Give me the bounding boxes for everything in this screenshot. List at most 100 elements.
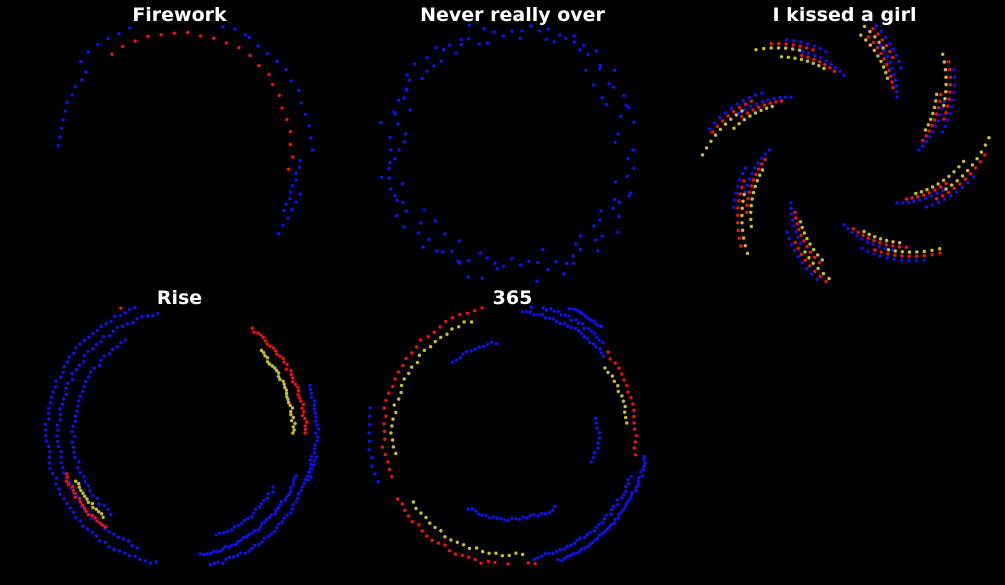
rise-point bbox=[64, 386, 68, 391]
365-point bbox=[410, 519, 415, 524]
365-point bbox=[532, 557, 536, 561]
never-really-over-point bbox=[495, 267, 499, 271]
i-kissed-a-girl-point bbox=[792, 224, 796, 228]
never-really-over-point bbox=[612, 197, 617, 202]
i-kissed-a-girl-point bbox=[815, 277, 819, 282]
i-kissed-a-girl-point bbox=[799, 252, 804, 257]
365-point bbox=[574, 318, 578, 322]
365-point bbox=[559, 313, 563, 317]
i-kissed-a-girl-point bbox=[948, 112, 952, 116]
365-point bbox=[609, 523, 613, 527]
rise-point bbox=[290, 406, 295, 410]
never-really-over-point bbox=[537, 29, 541, 33]
365-point bbox=[613, 361, 617, 365]
rise-point bbox=[78, 394, 83, 398]
365-point bbox=[406, 514, 411, 518]
firework-point bbox=[110, 52, 114, 56]
i-kissed-a-girl-point bbox=[770, 104, 774, 109]
i-kissed-a-girl-point bbox=[942, 117, 946, 121]
never-really-over-point bbox=[493, 261, 497, 265]
never-really-over-point bbox=[425, 56, 429, 60]
rise-point bbox=[273, 512, 277, 516]
rise-point bbox=[126, 539, 131, 543]
i-kissed-a-girl-point bbox=[799, 40, 803, 44]
365-point bbox=[536, 313, 540, 317]
rise-point bbox=[276, 506, 281, 510]
365-point bbox=[544, 308, 549, 312]
i-kissed-a-girl-point bbox=[851, 227, 856, 231]
rise-point bbox=[279, 500, 284, 504]
365-point bbox=[436, 541, 441, 545]
i-kissed-a-girl-point bbox=[710, 130, 715, 134]
rise-point bbox=[232, 525, 237, 529]
rise-point bbox=[253, 543, 257, 548]
never-really-over-point bbox=[616, 132, 620, 136]
365-point bbox=[594, 525, 598, 530]
i-kissed-a-girl-point bbox=[936, 119, 941, 123]
firework-point bbox=[281, 223, 285, 228]
firework-point bbox=[287, 167, 291, 171]
i-kissed-a-girl-point bbox=[941, 178, 946, 182]
i-kissed-a-girl-point bbox=[735, 213, 740, 217]
never-really-over-point bbox=[510, 256, 514, 261]
365-point bbox=[469, 320, 474, 324]
i-kissed-a-girl-point bbox=[884, 35, 888, 39]
365-point bbox=[636, 483, 640, 487]
i-kissed-a-girl-point bbox=[952, 68, 956, 72]
i-kissed-a-girl-point bbox=[866, 249, 870, 253]
i-kissed-a-girl-point bbox=[919, 190, 924, 194]
i-kissed-a-girl-point bbox=[892, 257, 896, 261]
rise-point bbox=[81, 491, 85, 495]
rise-point bbox=[243, 551, 247, 555]
365-point bbox=[571, 552, 575, 556]
365-point bbox=[594, 421, 598, 425]
never-really-over-point bbox=[402, 225, 407, 229]
rise-point bbox=[275, 352, 279, 356]
i-kissed-a-girl-point bbox=[812, 44, 816, 48]
rise-point bbox=[276, 522, 281, 526]
rise-point bbox=[282, 516, 286, 520]
never-really-over-point bbox=[443, 232, 447, 236]
never-really-over-point bbox=[627, 194, 631, 198]
i-kissed-a-girl-point bbox=[762, 46, 766, 51]
i-kissed-a-girl-point bbox=[813, 269, 817, 273]
i-kissed-a-girl-point bbox=[868, 29, 872, 34]
365-point bbox=[581, 312, 586, 316]
i-kissed-a-girl-point bbox=[895, 89, 899, 94]
rise-point bbox=[73, 455, 77, 460]
365-point bbox=[634, 489, 638, 493]
i-kissed-a-girl-point bbox=[796, 235, 800, 240]
chart-title-i-kissed-a-girl: I kissed a girl bbox=[772, 4, 917, 26]
rise-point bbox=[61, 370, 65, 375]
rise-point bbox=[65, 472, 69, 476]
365-point bbox=[575, 538, 579, 542]
never-really-over-point bbox=[592, 224, 596, 228]
i-kissed-a-girl-point bbox=[838, 69, 842, 74]
i-kissed-a-girl-point bbox=[936, 182, 940, 186]
rise-point bbox=[316, 435, 320, 439]
rise-point bbox=[257, 505, 262, 509]
365-point bbox=[608, 357, 612, 361]
rise-point bbox=[236, 523, 240, 528]
rise-point bbox=[66, 482, 71, 487]
i-kissed-a-girl-point bbox=[928, 135, 932, 139]
i-kissed-a-girl-point bbox=[947, 174, 951, 178]
i-kissed-a-girl-point bbox=[817, 261, 821, 265]
rise-point bbox=[275, 526, 279, 530]
365-point bbox=[594, 345, 598, 349]
rise-point bbox=[97, 510, 101, 514]
rise-point bbox=[73, 435, 77, 439]
never-really-over-point bbox=[389, 187, 393, 191]
i-kissed-a-girl-point bbox=[740, 206, 744, 210]
365-point bbox=[525, 516, 529, 520]
rise-point bbox=[309, 391, 314, 396]
rise-point bbox=[308, 458, 312, 462]
i-kissed-a-girl-point bbox=[749, 210, 753, 215]
i-kissed-a-girl-point bbox=[897, 59, 901, 64]
rise-point bbox=[87, 335, 91, 339]
firework-point bbox=[284, 202, 288, 206]
i-kissed-a-girl-point bbox=[933, 188, 937, 192]
i-kissed-a-girl-point bbox=[934, 197, 939, 201]
never-really-over-point bbox=[418, 221, 423, 225]
i-kissed-a-girl-point bbox=[935, 112, 939, 116]
